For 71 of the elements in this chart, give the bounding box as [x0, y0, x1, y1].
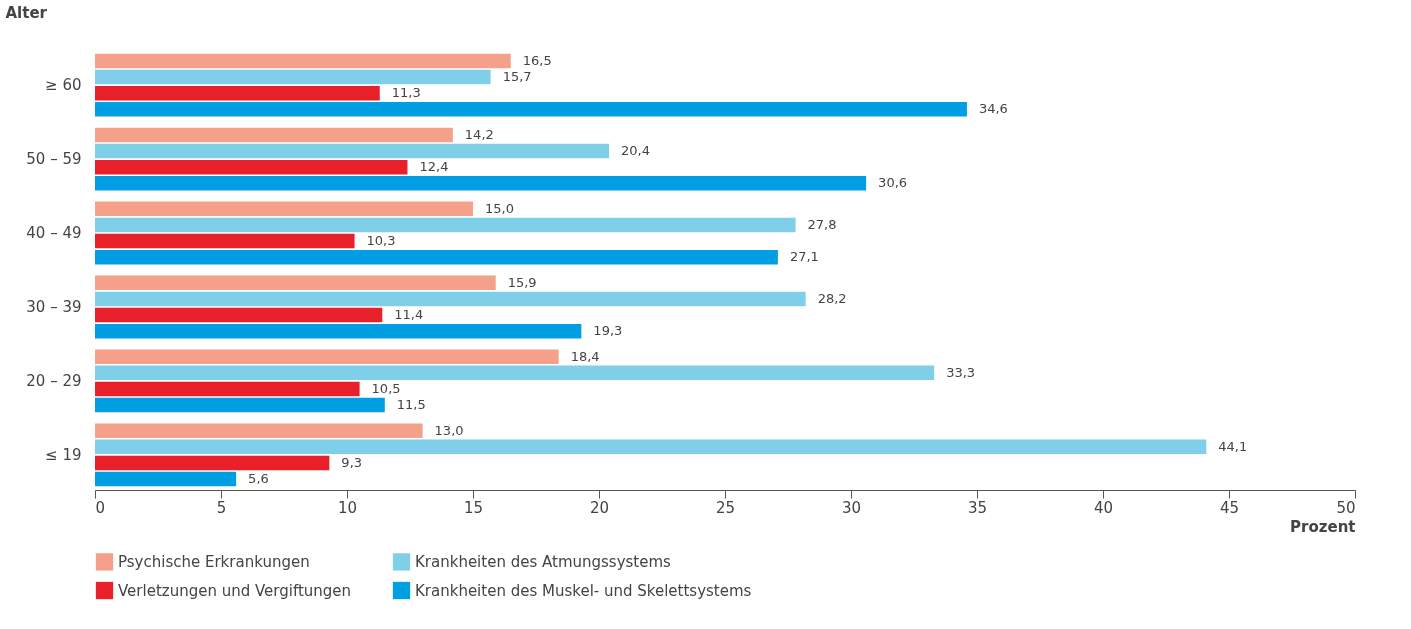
- x-tick-label: 20: [589, 498, 610, 517]
- bar: [95, 201, 473, 217]
- data-label: 30,6: [878, 175, 908, 191]
- y-tick-label: ≤ 19: [45, 445, 82, 464]
- x-tick-label: 45: [1219, 498, 1240, 517]
- data-label: 5,6: [248, 471, 269, 487]
- y-tick-label: 40 – 49: [26, 224, 82, 243]
- bar: [95, 249, 778, 265]
- y-tick-label: 50 – 59: [26, 150, 82, 169]
- data-label: 28,2: [817, 290, 847, 306]
- data-label: 12,4: [419, 159, 449, 175]
- x-tick-label: 25: [715, 498, 736, 517]
- bar: [95, 291, 806, 307]
- x-tick-label: 10: [337, 498, 358, 517]
- data-label: 18,4: [570, 348, 600, 364]
- bar: [95, 275, 496, 291]
- data-label: 14,2: [464, 126, 494, 142]
- bar: [95, 349, 559, 364]
- data-label: 13,0: [434, 422, 464, 438]
- x-tick-label: 0: [95, 498, 106, 517]
- legend-label: Krankheiten des Muskel- und Skelettsystems: [415, 581, 752, 600]
- legend-label: Verletzungen und Vergiftungen: [118, 581, 352, 600]
- data-label: 20,4: [621, 143, 651, 159]
- bar: [95, 69, 491, 85]
- x-tick-label: 15: [463, 498, 484, 517]
- bar: [95, 176, 867, 191]
- data-label: 10,5: [371, 380, 401, 396]
- bar: [95, 455, 330, 471]
- data-label: 27,8: [807, 216, 837, 232]
- x-axis-title: Prozent: [1290, 517, 1356, 536]
- data-label: 27,1: [789, 249, 819, 265]
- bar: [95, 471, 237, 487]
- y-tick-label: 20 – 29: [26, 371, 82, 390]
- data-label: 11,4: [394, 307, 424, 323]
- data-label: 44,1: [1218, 438, 1248, 454]
- data-label: 19,3: [593, 323, 623, 339]
- bar: [95, 423, 423, 438]
- bar: [95, 217, 796, 233]
- data-label: 33,3: [946, 364, 976, 380]
- legend-label: Krankheiten des Atmungssystems: [415, 552, 672, 571]
- data-label: 15,7: [502, 69, 532, 85]
- bar: [95, 143, 610, 159]
- bar: [95, 127, 453, 143]
- legend-label: Psychische Erkrankungen: [118, 552, 310, 571]
- data-label: 34,6: [978, 101, 1008, 117]
- y-tick-label: ≥ 60: [45, 76, 82, 95]
- x-tick-label: 40: [1093, 498, 1114, 517]
- data-label: 9,3: [341, 454, 363, 470]
- bar: [95, 397, 385, 413]
- y-axis-title: Alter: [5, 3, 48, 22]
- x-tick-label: 35: [967, 498, 988, 517]
- bar: [95, 439, 1207, 455]
- x-tick-label: 30: [841, 498, 862, 517]
- bar: [95, 85, 380, 101]
- data-label: 16,5: [522, 52, 552, 68]
- bar: [95, 307, 383, 323]
- data-label: 11,5: [396, 397, 426, 413]
- data-label: 15,0: [485, 200, 514, 216]
- bar: [95, 159, 408, 175]
- bar: [95, 365, 935, 381]
- x-tick-label: 50: [1336, 498, 1356, 517]
- bar: [95, 323, 582, 339]
- data-label: 15,9: [507, 274, 537, 290]
- bar: [95, 53, 511, 69]
- bar: [95, 233, 355, 249]
- bar: [95, 381, 360, 397]
- data-label: 10,3: [366, 233, 396, 249]
- bar: [95, 102, 967, 117]
- y-tick-label: 30 – 39: [26, 297, 82, 316]
- x-tick-label: 5: [216, 498, 227, 517]
- data-label: 11,3: [391, 85, 421, 101]
